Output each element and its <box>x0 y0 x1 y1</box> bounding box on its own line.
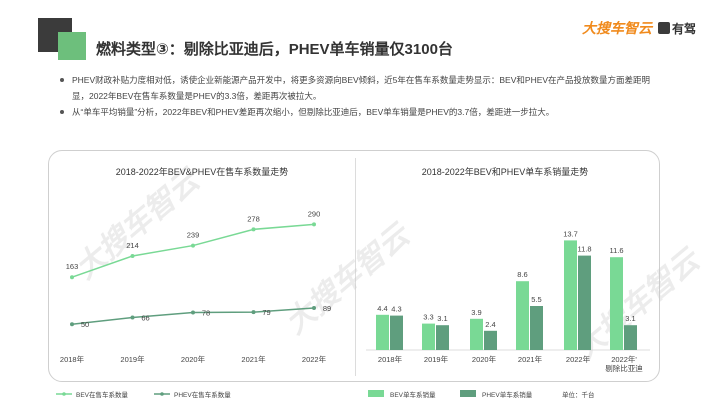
legend-bar-swatch <box>368 390 384 397</box>
line-data-label: 89 <box>323 304 331 313</box>
line-data-label: 239 <box>187 231 200 240</box>
bar-chart-title: 2018-2022年BEV和PHEV单车系销量走势 <box>422 166 589 177</box>
brand-logo-dasouche: 大搜车智云 <box>581 20 652 36</box>
bullet-item: 从“单车平均销量”分析，2022年BEV和PHEV差距再次缩小，但剔除比亚迪后，… <box>58 104 658 120</box>
line-data-label: 50 <box>81 320 89 329</box>
line-chart-title: 2018-2022年BEV&PHEV在售车系数量走势 <box>116 166 289 177</box>
bar-bev <box>470 318 483 350</box>
bar-data-label: 11.8 <box>577 245 591 254</box>
bar-bev <box>376 314 389 350</box>
legend-line-marker <box>160 392 164 396</box>
line-x-tick-label: 2022年 <box>302 354 327 364</box>
bar-data-label: 11.6 <box>609 246 623 255</box>
bar-x-tick-label: 2021年 <box>518 354 543 364</box>
bar-x-tick-label: 2020年 <box>472 354 497 364</box>
bullet-item: PHEV财政补贴力度相对低，诱使企业新能源产品开发中，将更多资源向BEV倾斜，近… <box>58 72 658 104</box>
chart-panel <box>48 150 660 382</box>
bar-data-label: 2.4 <box>485 320 495 329</box>
line-point <box>312 222 316 227</box>
bar-x-tick-label: 2018年 <box>378 354 403 364</box>
bar-bev <box>564 240 577 350</box>
legend-label: PHEV在售车系数量 <box>174 390 231 399</box>
line-x-tick-label: 2019年 <box>120 354 145 364</box>
legend-line-marker <box>62 392 66 396</box>
line-data-label: 79 <box>262 308 270 317</box>
line-point <box>130 253 135 258</box>
bar-x-tick-label: 剔除比亚迪 <box>605 363 643 373</box>
bar-x-tick-label: 2022年 <box>566 354 591 364</box>
bar-data-label: 13.7 <box>563 229 578 238</box>
bar-bev <box>516 281 529 350</box>
bar-phev <box>530 306 543 350</box>
line-point <box>251 310 256 315</box>
bar-phev <box>436 325 449 350</box>
line-point <box>130 315 135 320</box>
line-point <box>191 243 195 248</box>
bar-data-label: 3.3 <box>423 313 433 322</box>
line-point <box>70 275 74 280</box>
bar-phev <box>484 330 497 350</box>
bar-data-label: 5.5 <box>531 295 541 304</box>
line-data-label: 214 <box>126 241 139 250</box>
bar-x-tick-label: 2022年' <box>611 354 637 364</box>
legend-bar-swatch <box>460 390 476 397</box>
line-data-label: 66 <box>141 314 149 323</box>
line-x-tick-label: 2018年 <box>60 354 85 364</box>
bar-bev <box>610 257 623 350</box>
line-x-tick-label: 2020年 <box>181 354 206 364</box>
legend-label: BEV单车系销量 <box>390 390 436 399</box>
bar-data-label: 8.6 <box>517 270 527 279</box>
line-point <box>191 310 195 315</box>
bullet-list: PHEV财政补贴力度相对低，诱使企业新能源产品开发中，将更多资源向BEV倾斜，近… <box>58 72 658 120</box>
page-title: 燃料类型③：剔除比亚迪后，PHEV单车销量仅3100台 <box>96 41 453 58</box>
brand-logo-youjia: 有驾 <box>657 20 696 37</box>
chart-divider <box>355 158 356 376</box>
bar-phev <box>624 325 637 350</box>
bar-data-label: 4.4 <box>377 304 387 313</box>
bar-bev <box>422 323 435 350</box>
line-point <box>251 227 256 232</box>
line-data-label: 278 <box>247 214 260 223</box>
brand-sub-label: 有驾 <box>671 21 696 36</box>
line-series-phev <box>71 307 315 325</box>
bar-phev <box>390 315 403 350</box>
line-data-label: 78 <box>202 309 210 318</box>
youjia-logo-icon <box>657 22 670 34</box>
bar-data-label: 3.1 <box>625 314 635 323</box>
line-point <box>312 305 316 310</box>
bar-data-label: 3.9 <box>471 308 481 317</box>
line-x-tick-label: 2021年 <box>241 354 266 364</box>
title-decoration-green <box>58 32 86 60</box>
bar-x-tick-label: 2019年 <box>424 354 449 364</box>
bar-phev <box>578 255 591 350</box>
line-data-label: 290 <box>308 209 321 218</box>
bar-unit-note: 单位：千台 <box>562 390 595 399</box>
legend-label: BEV在售车系数量 <box>76 390 129 399</box>
line-data-label: 163 <box>66 262 79 271</box>
legend-label: PHEV单车系销量 <box>482 390 533 399</box>
bar-data-label: 3.1 <box>437 314 447 323</box>
line-point <box>70 322 74 327</box>
brand-logos: 大搜车智云 有驾 <box>582 18 696 38</box>
bar-data-label: 4.3 <box>391 305 401 314</box>
